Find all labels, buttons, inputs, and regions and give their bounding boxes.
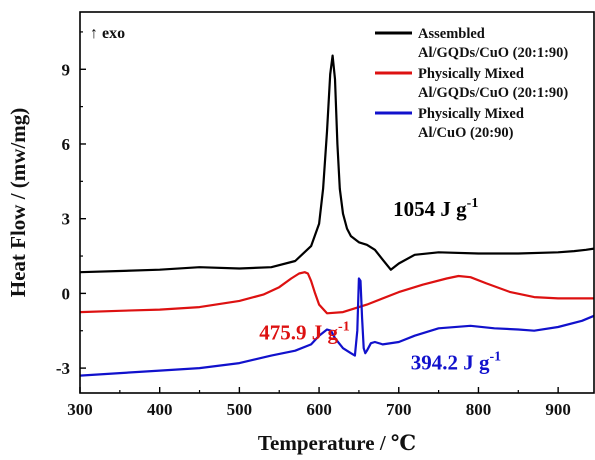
legend-label-2: Al/GQDs/CuO (20:1:90): [418, 85, 568, 101]
legend-label-1: Assembled: [418, 26, 485, 42]
plot-frame: [79, 11, 595, 394]
series-line-1: [79, 54, 595, 274]
x-tick-label: 900: [545, 400, 571, 419]
legend-label-2: Physically Mixed: [418, 66, 524, 82]
x-tick-label: 300: [67, 400, 93, 419]
x-tick-label: 700: [386, 400, 412, 419]
x-axis-title: Temperature / ℃: [258, 431, 416, 455]
exo-label: ↑ exo: [90, 25, 125, 42]
y-axis-title: Heat Flow / (mw/mg): [6, 108, 30, 298]
legend-label-1: Al/GQDs/CuO (20:1:90): [418, 45, 568, 61]
x-tick-label: 500: [227, 400, 253, 419]
axis-ticks: [79, 31, 559, 393]
series-line-2: [79, 271, 594, 315]
enthalpy-annotations: 1054 J g-1 475.9 J g-1 394.2 J g-1: [259, 196, 501, 374]
legend: Assembled Al/GQDs/CuO (20:1:90) Physically…: [375, 26, 568, 141]
enthalpy-label-2: 475.9 J g-1: [259, 319, 349, 344]
tick-labels: 300 400 500 600 700 800 900 -3 0 3 6 9: [56, 60, 571, 419]
y-tick-label: 3: [62, 210, 71, 229]
series-line-3: [79, 277, 595, 377]
x-tick-label: 600: [306, 400, 332, 419]
y-tick-label: -3: [56, 359, 70, 378]
enthalpy-label-1: 1054 J g-1: [393, 196, 478, 221]
y-tick-label: 0: [62, 284, 71, 303]
enthalpy-label-3: 394.2 J g-1: [411, 349, 501, 374]
x-tick-label: 400: [147, 400, 173, 419]
plot-lines: [79, 54, 595, 377]
legend-label-3: Al/CuO (20:90): [418, 125, 514, 141]
x-tick-label: 800: [466, 400, 492, 419]
y-tick-label: 9: [62, 60, 71, 79]
legend-label-3: Physically Mixed: [418, 106, 524, 122]
y-tick-label: 6: [62, 135, 71, 154]
